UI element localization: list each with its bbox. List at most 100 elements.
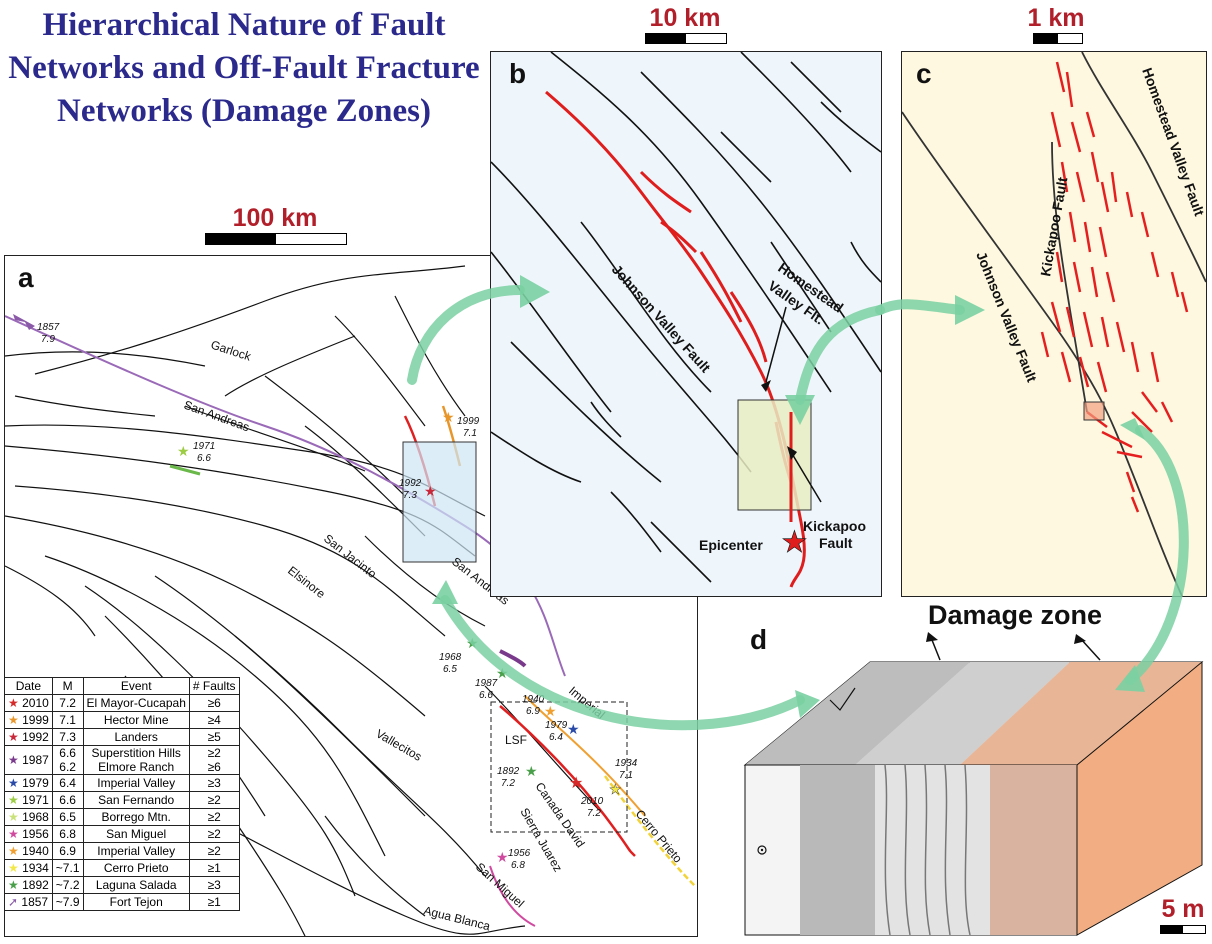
label-1892-m: 7.2 <box>501 778 515 789</box>
front-fault-core <box>875 765 990 935</box>
scale-c-bar <box>1033 33 1083 44</box>
figure-title: Hierarchical Nature of Fault Networks an… <box>8 7 480 129</box>
legend-faults: ≥3 <box>188 774 240 792</box>
fault-strands <box>884 764 971 936</box>
label-1999-year: 1999 <box>457 416 480 427</box>
legend-row: ★ 1999 7.1 Hector Mine ≥4 <box>4 711 240 729</box>
panel-b-svg: ★ Johnson Valley Fault Homestead Valley … <box>490 51 882 588</box>
san-andreas-1857-rupture <box>4 315 566 677</box>
panel-a-letter: a <box>18 262 34 293</box>
legend-magnitude: 6.6 <box>51 791 84 809</box>
label-1979-year: 1979 <box>545 720 568 731</box>
homestead-arrow <box>765 306 787 383</box>
label-1956-m: 6.8 <box>511 860 525 871</box>
legend-faults: ≥2 <box>188 808 240 826</box>
legend-marker-icon: ★ <box>8 730 23 744</box>
out-of-plane-symbol <box>757 845 767 855</box>
legend-marker-icon: ★ <box>8 827 23 841</box>
label-1940-m: 6.9 <box>526 706 540 717</box>
star-1956: ★ <box>496 849 509 865</box>
top-damage-band <box>855 662 1070 765</box>
panel-b-letter: b <box>509 58 527 89</box>
legend-faults: ≥1 <box>188 859 240 877</box>
legend-magnitude: 7.2 <box>51 694 84 712</box>
star-1892: ★ <box>525 763 538 779</box>
epicenter-star: ★ <box>781 526 808 559</box>
label-b-kickapoo-1: Kickapoo <box>803 518 866 534</box>
legend-date: ★ 1940 <box>4 842 53 860</box>
legend-header-row: Date M Event # Faults <box>4 677 240 695</box>
legend-marker-icon: ★ <box>8 844 23 858</box>
panel-d-extent-box <box>1083 401 1105 421</box>
legend-date: ★ 1956 <box>4 825 53 843</box>
label-1892-year: 1892 <box>497 766 520 777</box>
legend-marker-icon: ★ <box>8 810 23 824</box>
legend-row: ➚ 1857 ~7.9 Fort Tejon ≥1 <box>4 893 240 911</box>
legend-row: ★ 1892 ~7.2 Laguna Salada ≥3 <box>4 876 240 894</box>
label-1934-m: 7.1 <box>619 770 633 781</box>
star-1971: ★ <box>177 443 190 459</box>
star-1992: ★ <box>424 483 437 499</box>
arrow-1857 <box>13 314 35 330</box>
legend-event: Cerro Prieto <box>82 859 190 877</box>
legend-header-date: Date <box>4 677 53 695</box>
star-2010: ★ <box>569 775 583 792</box>
legend-marker-icon: ★ <box>8 753 23 767</box>
scale-a-label: 100 km <box>232 204 318 232</box>
legend-magnitude: 6.5 <box>51 808 84 826</box>
legend-row: ★ 1968 6.5 Borrego Mtn. ≥2 <box>4 808 240 826</box>
panel-c-faults <box>901 51 1207 597</box>
legend-magnitude: ~7.9 <box>51 893 84 911</box>
label-b-epicenter: Epicenter <box>699 537 763 553</box>
panel-c: Homestead Valley Fault Kickapoo Fault Jo… <box>901 51 1208 597</box>
san-miguel-rupture <box>489 865 536 927</box>
legend-event: El Mayor-Cucapah <box>82 694 190 712</box>
label-1857-m: 7.9 <box>41 334 55 345</box>
label-1979-m: 6.4 <box>549 732 563 743</box>
legend-event: Imperial Valley <box>82 774 190 792</box>
superstition-rupture <box>499 649 527 668</box>
label-2010-m: 7.2 <box>587 808 601 819</box>
legend-magnitude: 6.8 <box>51 825 84 843</box>
legend-magnitude: 6.6 6.2 <box>51 745 84 775</box>
star-1968: ★ <box>466 635 479 651</box>
panel-c-extent-box <box>737 399 812 511</box>
scale-b-label: 10 km <box>649 4 721 32</box>
panel-b-faults <box>490 51 882 583</box>
star-1999: ★ <box>442 409 455 425</box>
legend-marker-icon: ★ <box>8 696 23 710</box>
star-1940: ★ <box>544 703 557 719</box>
label-1934-year: 1934 <box>615 758 638 769</box>
label-c-homestead: Homestead Valley Fault <box>1139 66 1206 219</box>
cerro-prieto-rupture <box>604 775 696 887</box>
label-c-johnson-valley: Johnson Valley Fault <box>973 249 1040 384</box>
legend-row: ★ 1956 6.8 San Miguel ≥2 <box>4 825 240 843</box>
label-c-kickapoo: Kickapoo Fault <box>1037 176 1070 278</box>
label-garlock: Garlock <box>209 338 254 364</box>
legend-row: ★ 1940 6.9 Imperial Valley ≥2 <box>4 842 240 860</box>
el-mayor-rupture <box>499 705 636 857</box>
legend-body: ★ 2010 7.2 El Mayor-Cucapah ≥6 ★ 1999 7.1 Hect… <box>4 694 240 911</box>
legend-header-faults: # Faults <box>188 677 240 695</box>
panel-a-svg: ★ ★ ★ ★ ★ ★ ★ ★ ★ ★ ★ 1857 7.9 1971 6.6 … <box>4 265 696 937</box>
panel-b-extent-box <box>402 441 477 563</box>
legend-magnitude: 6.4 <box>51 774 84 792</box>
legend-row: ★ 2010 7.2 El Mayor-Cucapah ≥6 <box>4 694 240 712</box>
label-1992-m: 7.3 <box>403 490 417 501</box>
label-cerro-prieto: Cerro Prieto <box>633 807 686 866</box>
san-fernando-rupture <box>169 464 201 476</box>
label-1999-m: 7.1 <box>463 428 477 439</box>
label-imperial: Imperial <box>566 684 608 722</box>
event-labels: 1857 7.9 1971 6.6 1999 7.1 1992 7.3 1968… <box>37 322 638 871</box>
label-1987-year: 1987 <box>475 678 498 689</box>
label-elsinore: Elsinore <box>285 563 328 601</box>
legend-row: ★ 1934 ~7.1 Cerro Prieto ≥1 <box>4 859 240 877</box>
label-1971-year: 1971 <box>193 441 215 452</box>
legend-faults: ≥2 <box>188 842 240 860</box>
label-san-andreas-n: San Andreas <box>182 398 251 435</box>
legend-row: ★ 1987 6.6 6.2 Superstition Hills Elmore Ran… <box>4 745 240 775</box>
legend-event: San Fernando <box>82 791 190 809</box>
event-legend-table: Date M Event # Faults ★ 2010 7.2 El Mayor-… <box>4 677 240 911</box>
legend-faults: ≥2 <box>188 791 240 809</box>
scale-d-bar <box>1160 925 1206 934</box>
